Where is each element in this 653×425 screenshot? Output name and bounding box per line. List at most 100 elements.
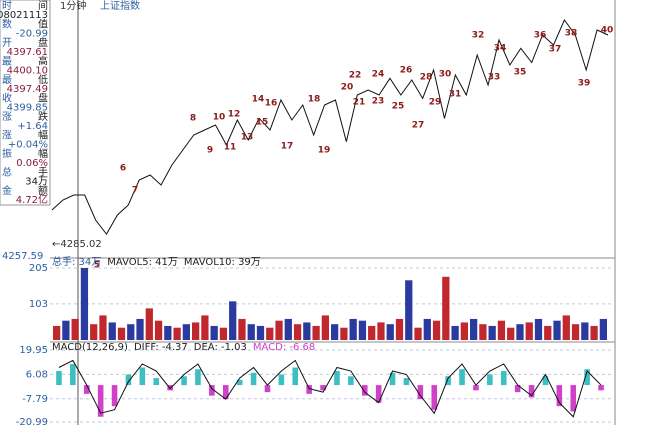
macd-bar [361,385,368,396]
wave-label: 6 [120,164,126,174]
wave-label: 38 [565,29,578,39]
wave-label: 18 [308,95,321,105]
volume-bar [423,318,431,340]
volume-bar [358,320,367,340]
volume-bar [238,318,246,340]
wave-label: 13 [241,133,254,143]
volume-bar [256,325,265,340]
info-label: 额 [38,184,48,197]
info-label: 收 [2,92,12,105]
info-label: 总 [2,166,12,179]
volume-bar [340,327,348,340]
wave-label: 9 [207,146,213,156]
macd-bar [556,385,563,407]
volume-bar [247,324,255,340]
volume-bar [99,315,107,340]
macd-bar [500,371,507,386]
wave-label: 25 [392,102,405,112]
info-label: 涨 [2,111,12,123]
macd-bar [431,385,438,410]
volume-bar [108,322,116,340]
volume-bar [266,327,274,340]
wave-label: 30 [439,70,452,80]
volume-bar [164,325,172,340]
macd-bar [83,385,90,394]
macd-bar [320,385,326,391]
legend-text: MAVOL10: 39万 [184,257,261,268]
wave-label: 23 [372,97,385,107]
info-value: +0.04% [8,140,48,151]
macd-bar [473,385,479,391]
period: 1分钟 [60,0,86,12]
y-tick-label: -7.79 [22,394,48,405]
volume-bar [451,325,459,340]
macd-bar [584,369,590,386]
macd-bar [278,374,285,386]
volume-bar [71,318,79,340]
macd-bar [459,369,465,386]
volume-bar [368,325,376,340]
volume-bar [470,318,478,340]
volume-bar [349,318,357,340]
volume-bar [534,318,543,340]
macd-bar [111,385,118,407]
wave-label: 31 [449,90,462,100]
info-label: 金 [2,184,12,197]
volume-bar [303,322,311,340]
macd-bar [97,385,104,417]
wave-label: 36 [534,31,547,41]
wave-label: 27 [412,121,425,131]
volume-bar [432,320,441,340]
volume-bar [219,327,228,340]
volume-bar [321,315,329,340]
volume-bar [312,325,320,340]
wave-label: 32 [472,31,485,41]
info-label: 低 [38,73,48,86]
volume-bar [553,320,561,340]
info-value: 4399.85 [7,103,48,114]
y-tick-label: 6.08 [26,369,48,380]
volume-bar [507,327,515,340]
macd-bar [167,385,173,391]
volume-bar [497,320,506,340]
macd-bar [389,372,396,386]
wave-label: 8 [190,114,196,124]
y-tick-label: -20.99 [16,417,48,425]
macd-bar [195,369,201,386]
volume-bar [460,322,468,340]
volume-bar [331,324,339,340]
wave-label: 34 [494,44,507,54]
info-value: 34万 [25,177,48,188]
wave-label: 24 [372,70,385,80]
volume-bar [386,324,394,340]
wave-label: 10 [213,113,226,123]
macd-bar [264,385,271,393]
macd-bar [306,385,312,394]
macd-bar [570,385,577,412]
macd-bar [445,376,451,386]
macd-bar [56,371,62,386]
macd-bar [598,385,604,391]
macd-bar [292,367,299,386]
volume-bar [145,308,153,340]
info-label: 高 [38,55,48,68]
volume-bar [571,324,580,340]
macd-bar [139,367,146,386]
wave-label: 12 [228,110,241,120]
wave-label: 26 [400,66,413,76]
macd-bar [334,371,340,386]
volume-bar [599,318,607,340]
macd-bar [514,385,521,393]
volume-bar [414,327,422,340]
info-label: 间 [38,0,48,12]
info-value: 08021113 [0,10,48,21]
wave-label: 33 [488,73,501,83]
volume-bar [136,318,144,340]
y-tick-label: 19.95 [19,345,48,356]
volume-bar [53,325,61,340]
macd-bar [487,374,493,386]
volume-bar [488,325,496,340]
info-value: 4400.10 [7,66,48,77]
info-label: 数 [2,18,12,31]
wave-label: 37 [549,45,562,55]
